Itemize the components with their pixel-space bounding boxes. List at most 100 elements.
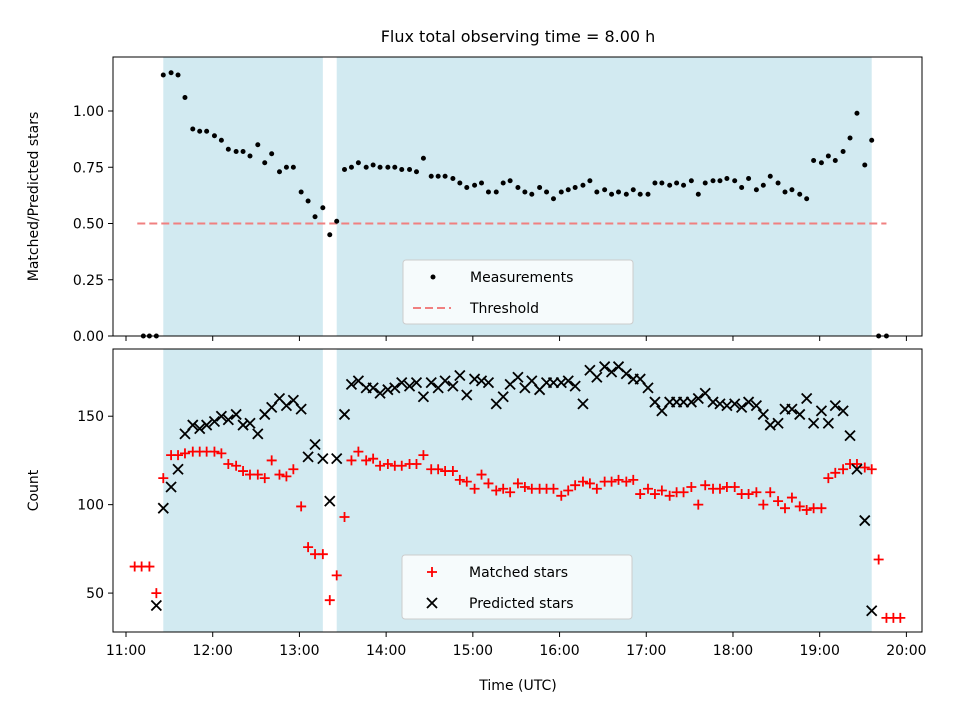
measurement-point (283, 164, 289, 170)
matched-star-point (331, 570, 342, 581)
matched-star-point (773, 496, 784, 507)
measurement-point (637, 191, 643, 197)
legend-label: Predicted stars (469, 596, 574, 612)
predicted-star-point (187, 419, 199, 431)
measurement-point (544, 189, 550, 195)
matched-star-point (859, 462, 870, 473)
predicted-star-point (382, 384, 394, 396)
predicted-star-point (649, 396, 661, 408)
predicted-star-point (201, 419, 213, 431)
measurement-point (797, 191, 803, 197)
matched-star-point (238, 466, 249, 477)
matched-star-point (223, 458, 234, 469)
matched-star-point (382, 458, 393, 469)
matched-star-point (483, 478, 494, 489)
measurement-point (182, 95, 188, 100)
predicted-star-point (302, 451, 314, 463)
measurement-point (218, 137, 224, 143)
matched-star-point (794, 501, 805, 512)
matched-star-point (838, 464, 849, 475)
matched-star-point (816, 503, 827, 514)
predicted-star-point (605, 366, 618, 378)
matched-star-point (606, 476, 617, 487)
measurement-point (385, 164, 391, 170)
matched-star-point (801, 504, 812, 515)
measurement-point (420, 155, 426, 161)
measurement-point (724, 176, 730, 181)
predicted-star-point (215, 410, 228, 422)
predicted-star-point (157, 502, 169, 514)
measurement-point (457, 180, 463, 186)
predicted-star-point (837, 405, 849, 417)
measurement-point (392, 164, 398, 170)
matched-star-point (851, 458, 862, 469)
measurement-point (580, 182, 586, 188)
predicted-star-point (396, 376, 408, 389)
measurement-point (522, 189, 528, 195)
predicted-star-point (707, 396, 719, 408)
matched-star-point (231, 460, 242, 471)
matched-star-point (751, 487, 762, 498)
measurement-point (298, 189, 304, 195)
predicted-star-point (331, 453, 343, 465)
predicted-star-point (410, 376, 423, 389)
predicted-star-point (317, 453, 329, 465)
measurement-point (399, 167, 405, 172)
measurement-point (515, 185, 521, 190)
predicted-star-point (295, 403, 307, 415)
measurement-point (197, 128, 203, 134)
predicted-star-point (736, 401, 748, 414)
matched-star-point (505, 487, 516, 498)
matched-star-point (686, 481, 697, 492)
measurement-point (775, 180, 781, 186)
matched-star-point (418, 450, 429, 461)
predicted-star-point (367, 382, 379, 394)
measurement-point (305, 198, 311, 204)
measurement-point (269, 151, 275, 157)
predicted-star-point (729, 398, 741, 410)
predicted-star-point (815, 405, 828, 417)
predicted-star-point (772, 417, 784, 429)
matched-star-point (548, 483, 559, 494)
predicted-star-point (172, 463, 184, 475)
matched-star-point (649, 489, 660, 500)
predicted-star-point (389, 382, 401, 394)
matched-star-point (693, 499, 704, 510)
measurement-point (204, 128, 210, 134)
matched-star-point (353, 446, 364, 457)
measurement-point (767, 173, 773, 179)
matched-star-point (375, 460, 386, 471)
matched-star-point (469, 483, 480, 494)
measurement-point (247, 153, 253, 159)
measurement-point (732, 178, 738, 184)
predicted-star-point (230, 408, 242, 421)
measurement-point (160, 72, 166, 78)
predicted-star-point (309, 438, 321, 451)
measurement-point (320, 205, 326, 211)
matched-star-point (209, 446, 220, 457)
x-tick-label: 12:00 (193, 643, 233, 659)
predicted-star-point (512, 371, 524, 383)
measurement-point (363, 164, 369, 170)
measurement-point (342, 167, 348, 172)
matched-star-point (324, 595, 335, 606)
predicted-star-point (685, 396, 697, 408)
predicted-star-point (807, 417, 820, 429)
measurement-point (355, 160, 361, 166)
predicted-star-point (555, 376, 567, 389)
y-tick-label: 0.75 (73, 160, 104, 176)
measurement-point (428, 173, 434, 179)
measurement-point (804, 196, 810, 202)
measurement-point (370, 162, 376, 168)
matched-star-point (570, 480, 581, 491)
x-tick-label: 16:00 (539, 643, 579, 659)
series-predicted-stars (150, 361, 878, 617)
predicted-star-point (577, 398, 589, 410)
predicted-star-point (569, 380, 581, 392)
x-axis-label: Time (UTC) (478, 678, 556, 694)
matched-star-point (173, 450, 184, 461)
predicted-star-point (692, 392, 704, 405)
matched-star-point (476, 469, 487, 480)
measurement-point (667, 182, 673, 188)
